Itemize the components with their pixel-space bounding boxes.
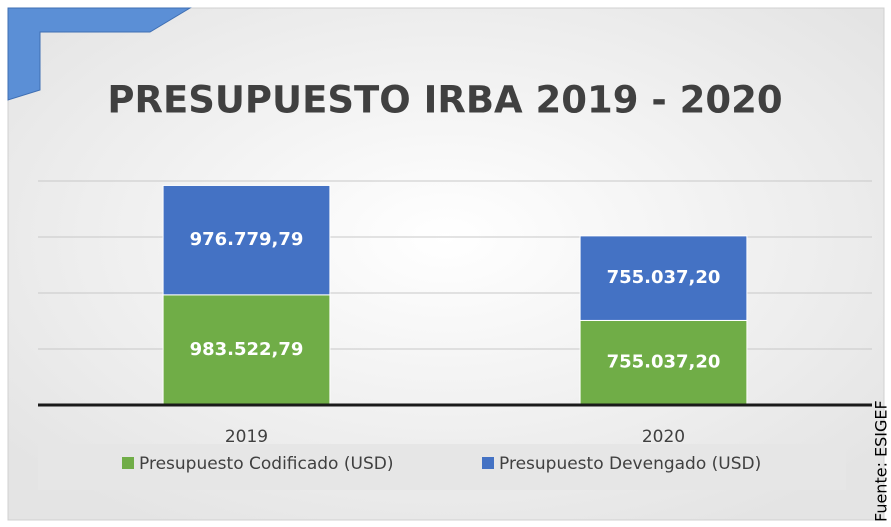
source-note: Fuente: ESIGEF — [872, 400, 891, 522]
legend-swatch — [482, 457, 494, 469]
legend-box — [38, 444, 846, 490]
chart-title: PRESUPUESTO IRBA 2019 - 2020 — [107, 79, 782, 122]
legend-label: Presupuesto Devengado (USD) — [499, 454, 761, 474]
corner-decoration — [7, 7, 192, 101]
data-label: 755.037,20 — [607, 352, 721, 373]
bar-segment — [162, 184, 331, 296]
x-tick-label: 2019 — [225, 427, 268, 447]
legend-swatch — [122, 457, 134, 469]
legend-label: Presupuesto Codificado (USD) — [139, 454, 393, 474]
data-label: 983.522,79 — [190, 339, 304, 360]
data-label: 976.779,79 — [190, 229, 304, 250]
data-label: 755.037,20 — [607, 267, 721, 288]
bar-segment — [579, 319, 748, 406]
bar-segment — [162, 294, 331, 406]
x-tick-label: 2020 — [642, 427, 685, 447]
bar-segment — [579, 235, 748, 321]
